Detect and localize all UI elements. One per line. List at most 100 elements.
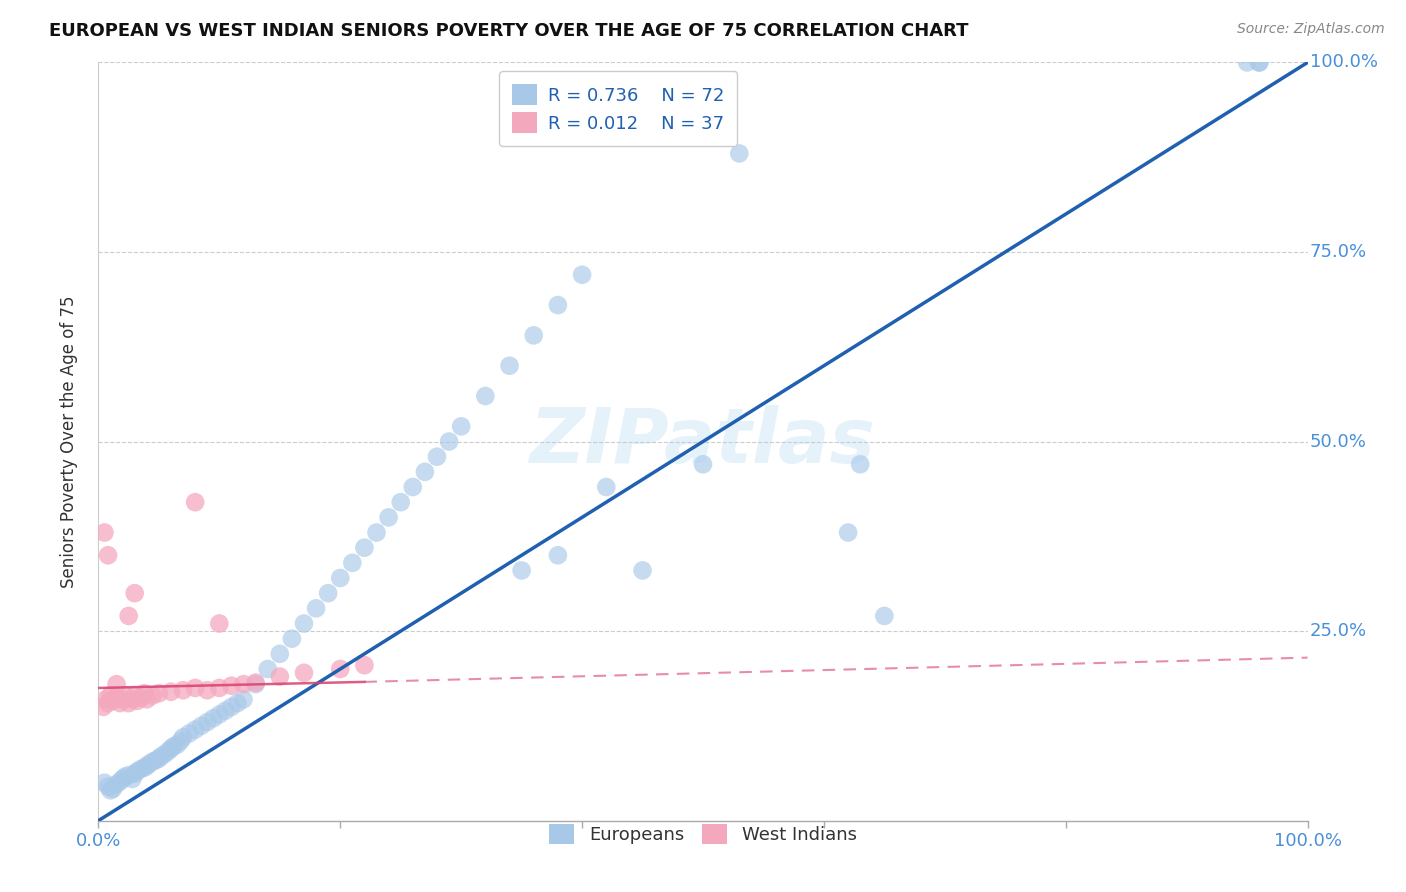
Point	[208, 707, 231, 722]
Point	[281, 632, 304, 646]
Point	[94, 692, 117, 706]
Point	[377, 510, 399, 524]
Point	[329, 571, 352, 585]
Point	[226, 696, 249, 710]
Point	[873, 608, 896, 623]
Point	[184, 681, 207, 695]
Point	[108, 774, 131, 789]
Point	[97, 548, 120, 563]
Point	[269, 669, 291, 683]
Point	[389, 495, 412, 509]
Point	[108, 696, 131, 710]
Point	[342, 556, 364, 570]
Point	[145, 753, 167, 767]
Point	[118, 768, 141, 782]
Point	[153, 747, 176, 761]
Point	[105, 677, 128, 691]
Point	[450, 419, 472, 434]
Text: EUROPEAN VS WEST INDIAN SENIORS POVERTY OVER THE AGE OF 75 CORRELATION CHART: EUROPEAN VS WEST INDIAN SENIORS POVERTY …	[49, 22, 969, 40]
Point	[166, 738, 188, 752]
Point	[474, 389, 496, 403]
Point	[208, 681, 231, 695]
Point	[101, 781, 124, 796]
Point	[142, 689, 165, 703]
Point	[118, 608, 141, 623]
Point	[93, 776, 115, 790]
Point	[127, 764, 149, 779]
Point	[162, 739, 184, 754]
Point	[547, 298, 569, 312]
Point	[160, 741, 183, 756]
Point	[138, 756, 160, 771]
Point	[214, 704, 236, 718]
Point	[121, 772, 143, 786]
Point	[292, 616, 315, 631]
Point	[316, 586, 339, 600]
Point	[269, 647, 291, 661]
Point	[413, 465, 436, 479]
Point	[105, 690, 128, 705]
Point	[571, 268, 593, 282]
Point	[135, 692, 157, 706]
Point	[245, 675, 267, 690]
Point	[232, 692, 254, 706]
Point	[160, 685, 183, 699]
Point	[97, 696, 120, 710]
Text: ZIPatlas: ZIPatlas	[530, 405, 876, 478]
Point	[142, 755, 165, 769]
Point	[135, 759, 157, 773]
Text: 75.0%: 75.0%	[1310, 243, 1367, 261]
Point	[1249, 55, 1271, 70]
Point	[97, 780, 120, 794]
Point	[91, 699, 114, 714]
Point	[221, 679, 243, 693]
Point	[114, 689, 136, 703]
Point	[728, 146, 751, 161]
Point	[202, 711, 225, 725]
Point	[100, 689, 122, 703]
Point	[127, 694, 149, 708]
Point	[121, 692, 143, 706]
Point	[195, 683, 218, 698]
Point	[232, 677, 254, 691]
Point	[329, 662, 352, 676]
Point	[1236, 55, 1258, 70]
Point	[353, 541, 375, 555]
Point	[111, 692, 134, 706]
Text: Source: ZipAtlas.com: Source: ZipAtlas.com	[1237, 22, 1385, 37]
Point	[148, 686, 170, 700]
Point	[190, 719, 212, 733]
Point	[129, 762, 152, 776]
Point	[150, 749, 173, 764]
Point	[1249, 55, 1271, 70]
Point	[114, 770, 136, 784]
Legend: Europeans, West Indians: Europeans, West Indians	[537, 811, 869, 857]
Point	[595, 480, 617, 494]
Point	[195, 715, 218, 730]
Point	[402, 480, 425, 494]
Point	[292, 665, 315, 680]
Text: 25.0%: 25.0%	[1310, 622, 1367, 640]
Point	[523, 328, 546, 343]
Point	[172, 683, 194, 698]
Point	[118, 696, 141, 710]
Point	[510, 564, 533, 578]
Point	[631, 564, 654, 578]
Point	[353, 658, 375, 673]
Point	[124, 586, 146, 600]
Point	[184, 723, 207, 737]
Point	[100, 783, 122, 797]
Point	[245, 677, 267, 691]
Point	[256, 662, 278, 676]
Text: 100.0%: 100.0%	[1310, 54, 1378, 71]
Point	[148, 751, 170, 765]
Point	[498, 359, 520, 373]
Point	[111, 772, 134, 786]
Point	[179, 726, 201, 740]
Point	[93, 525, 115, 540]
Point	[437, 434, 460, 449]
Point	[169, 734, 191, 748]
Point	[172, 730, 194, 744]
Point	[221, 699, 243, 714]
Point	[157, 744, 180, 758]
